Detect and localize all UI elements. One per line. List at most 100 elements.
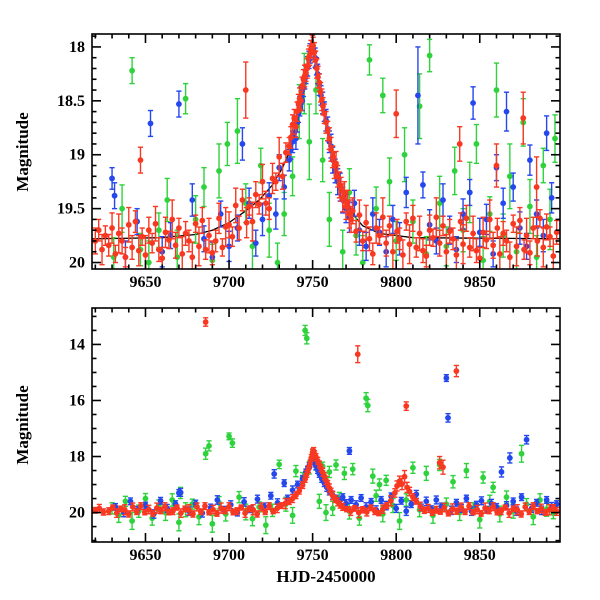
data-point [258, 504, 265, 510]
data-point [527, 157, 533, 164]
data-point [415, 92, 421, 99]
data-point [403, 218, 410, 225]
data-point [287, 134, 294, 141]
y-tick-label: 14 [69, 336, 85, 353]
data-point [234, 128, 241, 134]
data-point [518, 450, 525, 457]
data-point [239, 141, 246, 147]
data-point [406, 241, 413, 248]
data-point [145, 506, 152, 513]
data-point [129, 518, 136, 524]
data-point [523, 232, 530, 239]
data-point [366, 56, 373, 63]
data-point [135, 247, 142, 254]
data-point [242, 87, 249, 93]
data-point [534, 508, 541, 515]
data-point [478, 497, 485, 504]
data-point [552, 135, 558, 142]
data-point [302, 327, 309, 334]
data-point [137, 503, 144, 510]
data-point [266, 205, 273, 212]
data-point [119, 205, 125, 212]
data-point [394, 228, 400, 235]
data-point [547, 216, 553, 223]
data-point [229, 233, 236, 240]
data-point [272, 211, 279, 217]
data-point [490, 484, 497, 491]
data-point [503, 494, 510, 501]
data-point [540, 244, 547, 251]
data-point [299, 482, 306, 489]
data-point [538, 505, 545, 512]
data-point [368, 499, 375, 505]
data-point [417, 503, 424, 510]
data-point [547, 233, 553, 240]
data-point [194, 504, 200, 510]
data-point [141, 509, 148, 516]
data-point [378, 497, 385, 503]
data-point [457, 218, 464, 225]
data-point [518, 511, 525, 517]
y-tick-label: 19 [69, 147, 85, 164]
data-point [423, 470, 430, 477]
data-point [521, 246, 527, 253]
data-point [259, 216, 266, 223]
data-point [458, 504, 464, 510]
data-point [155, 246, 162, 253]
data-point [533, 184, 540, 190]
bottom-panel: 9650 9700 9750 9800 9850 14 16 18 20 [69, 307, 561, 564]
data-point [316, 498, 323, 505]
data-point [403, 403, 410, 409]
bottom-panel-data [92, 317, 560, 535]
data-point [256, 201, 263, 208]
x-axis-title: HJD-2450000 [276, 567, 376, 586]
data-point [379, 92, 386, 99]
data-point [206, 232, 212, 239]
data-point [363, 243, 370, 250]
data-point [243, 219, 250, 226]
data-point [271, 471, 278, 477]
data-point [356, 212, 363, 219]
data-point [250, 506, 257, 513]
data-point [254, 496, 261, 503]
data-point [111, 192, 118, 199]
bottom-panel-axes [91, 307, 561, 543]
data-point [530, 503, 537, 510]
data-point [522, 504, 529, 510]
x-tick-label: 9650 [129, 274, 161, 291]
bottom-panel-tick-labels: 9650 9700 9750 9800 9850 14 16 18 20 [69, 336, 496, 564]
data-point [174, 504, 180, 511]
data-point [506, 173, 513, 180]
data-point [234, 508, 240, 515]
data-point [209, 520, 216, 527]
data-point [403, 189, 410, 196]
data-point [95, 227, 102, 234]
data-point [169, 508, 176, 515]
data-point [453, 368, 460, 374]
data-point [189, 197, 196, 203]
data-point [440, 197, 446, 203]
data-point [319, 157, 326, 164]
data-point [289, 173, 296, 180]
data-point [530, 513, 537, 520]
data-point [323, 509, 329, 516]
data-point [262, 522, 269, 529]
x-tick-label: 9650 [129, 547, 161, 564]
data-point [329, 505, 336, 512]
data-point [346, 448, 353, 454]
data-point [241, 499, 248, 505]
data-point [401, 473, 408, 480]
data-point [236, 225, 242, 231]
data-point [523, 436, 530, 443]
data-point [436, 240, 443, 247]
data-point [493, 162, 500, 169]
data-point [413, 244, 420, 251]
data-point [436, 459, 443, 466]
data-point [99, 246, 105, 253]
data-point [105, 242, 112, 249]
data-point [379, 506, 386, 513]
data-point [305, 466, 312, 473]
data-point [550, 253, 557, 259]
data-point [542, 509, 549, 516]
